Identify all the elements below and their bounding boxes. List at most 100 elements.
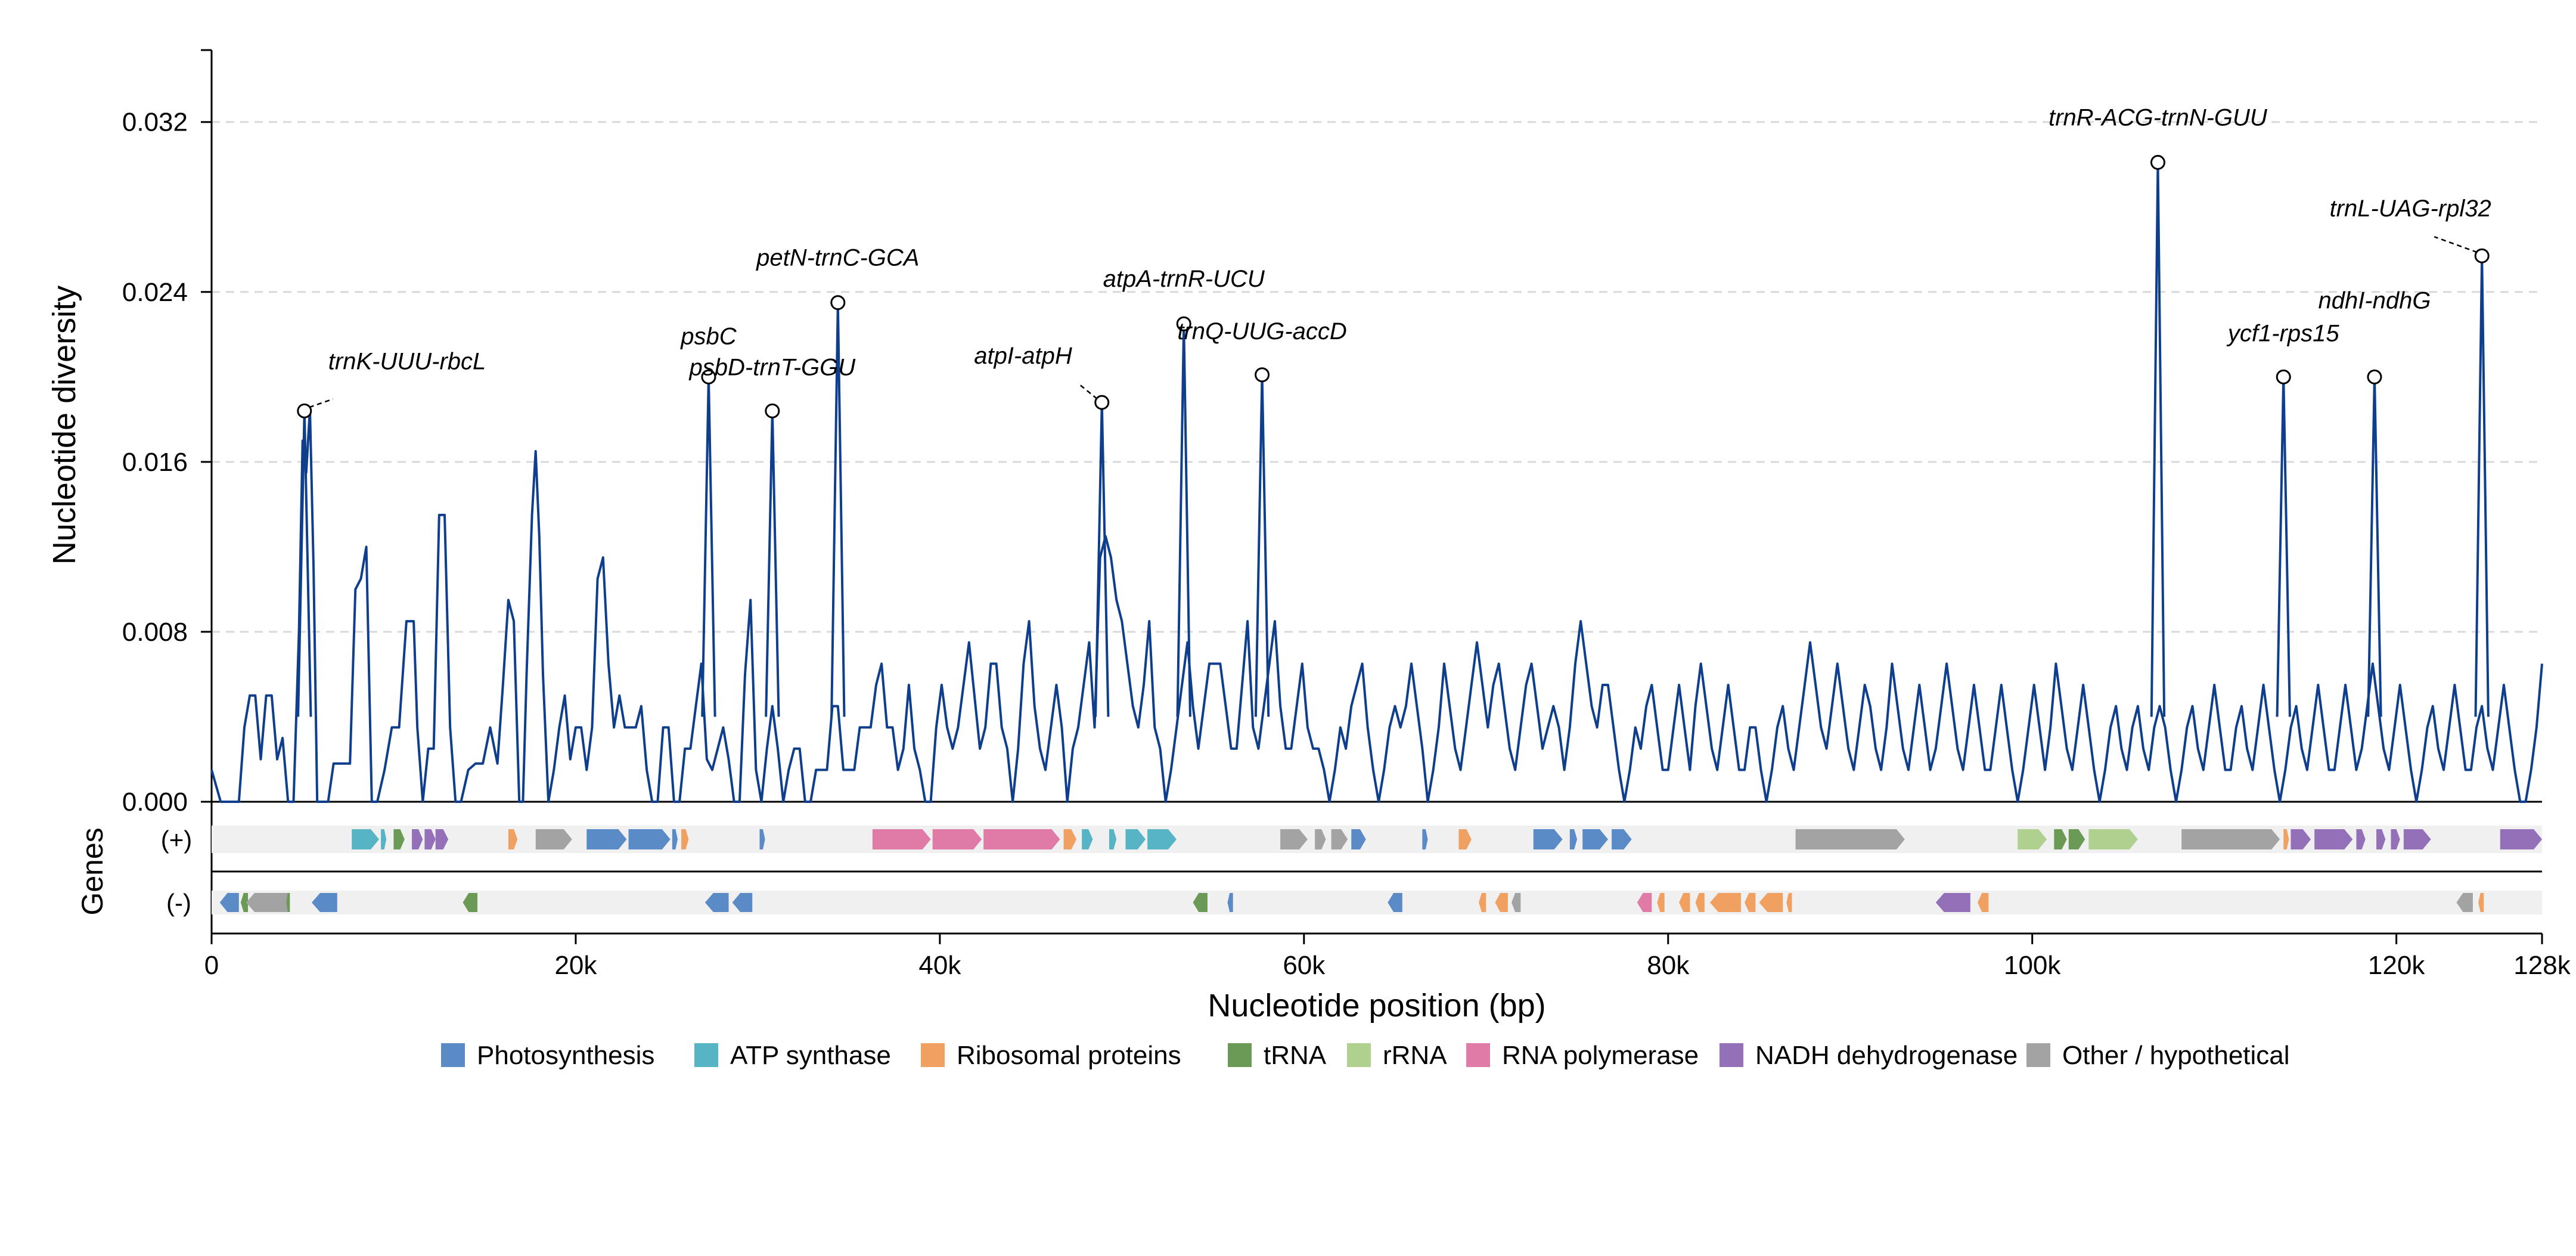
gene-minus [312,893,337,912]
peak-marker [2367,369,2382,384]
gene-plus [1533,829,1563,849]
peak-spike [765,411,780,717]
legend-swatch [1347,1043,1371,1067]
gene-plus [672,829,678,849]
gene-minus [2456,893,2473,912]
gene-minus [1193,893,1208,912]
gene-minus [1786,893,1792,912]
gene-plus [381,829,387,849]
y-tick-label: 0.000 [122,787,188,817]
gene-plus [1582,829,1608,849]
gene-plus [2500,829,2542,849]
peak-label: atpI-atpH [974,343,1072,369]
gene-plus [1351,829,1366,849]
minus-track-background [212,891,2542,914]
legend-swatch [1228,1043,1252,1067]
gene-plus [2018,829,2047,849]
legend-swatch [1720,1043,1743,1067]
gene-tracks [212,826,2542,914]
y-tick-label: 0.008 [122,618,188,647]
peak-spike [1176,324,1191,717]
gene-minus [1745,893,1756,912]
gene-plus [759,829,765,849]
gene-minus [1710,893,1741,912]
gene-plus [1125,829,1146,849]
genes-axis-label: Genes [76,827,109,915]
gene-plus [2283,829,2289,849]
peak-label: psbC [680,323,737,349]
gene-plus [2403,829,2431,849]
x-axis-label: Nucleotide position (bp) [1208,988,1545,1024]
peak-marker [765,403,780,418]
y-tick-label: 0.024 [122,278,188,307]
x-tick-label: 60k [1283,951,1326,980]
gene-minus [286,893,290,912]
peak-leader-line [309,398,334,408]
legend-label: Photosynthesis [477,1041,654,1070]
peak-marker [830,295,846,311]
gene-plus [586,829,627,849]
gene-minus [1657,893,1665,912]
x-tick-label: 40k [918,951,961,980]
legend-swatch [1466,1043,1490,1067]
gene-minus [2478,893,2484,912]
gene-plus [872,829,931,849]
minus-strand-label: (-) [166,889,191,917]
gene-plus [2356,829,2366,849]
gene-plus [2376,829,2386,849]
gene-plus [1612,829,1632,849]
peak-marker [701,369,716,384]
gene-minus [463,893,477,912]
gene-minus [1495,893,1508,912]
gene-plus [1147,829,1177,849]
gene-plus [424,829,436,849]
peak-spike [2474,256,2490,717]
axes: 0.000 0.008 0.016 0.024 0.032 0 20k 40k 60k 80k 10… [46,49,2571,1024]
peak-label: ndhI-ndhG [2318,287,2431,314]
peak-marker [1094,395,1110,410]
diversity-line [210,407,2543,803]
gene-plus [1063,829,1076,849]
plus-strand-label: (+) [161,826,193,854]
peak-label: psbD-trnT-GGU [689,354,856,380]
legend-swatch [694,1043,718,1067]
gene-plus [983,829,1060,849]
peak-spike [2367,377,2382,717]
gene-plus [435,829,449,849]
gene-minus [219,893,239,912]
legend: Photosynthesis ATP synthase Ribosomal prot… [441,1041,2290,1070]
gene-minus [1695,893,1705,912]
gene-minus [246,893,288,912]
x-tick-label: 120k [2368,951,2425,980]
gene-plus [1331,829,1348,849]
peak-label: trnR-ACG-trnN-GUU [2049,104,2268,131]
gene-plus [2391,829,2400,849]
peak-spike [701,377,716,717]
gene-plus [1082,829,1093,849]
y-tick-label: 0.016 [122,448,188,477]
peak-spike [1094,402,1110,717]
peak-spike [2276,377,2291,717]
gene-minus [1227,893,1233,912]
peak-marker [1255,367,1270,383]
gene-minus [1759,893,1783,912]
gene-plus [2088,829,2138,849]
legend-swatch [921,1043,945,1067]
legend-label: tRNA [1264,1041,1327,1070]
peak-leader-line [1077,383,1098,400]
legend-swatch [2026,1043,2050,1067]
peak-label: atpA-trnR-UCU [1103,266,1265,292]
gene-plus [2054,829,2067,849]
gene-minus [1637,893,1652,912]
peak-label: trnQ-UUG-accD [1177,318,1346,345]
legend-label: Ribosomal proteins [957,1041,1181,1070]
gene-plus [628,829,671,849]
peak-label: ycf1-rps15 [2226,320,2339,346]
gene-plus [393,829,405,849]
x-tick-label: 20k [554,951,597,980]
peak-annotations: trnK-UUU-rbcL psbC psbD-trnT-GGU petN-trnC-… [297,104,2491,717]
gene-plus [1280,829,1308,849]
gene-plus [2291,829,2311,849]
gene-plus [352,829,380,849]
